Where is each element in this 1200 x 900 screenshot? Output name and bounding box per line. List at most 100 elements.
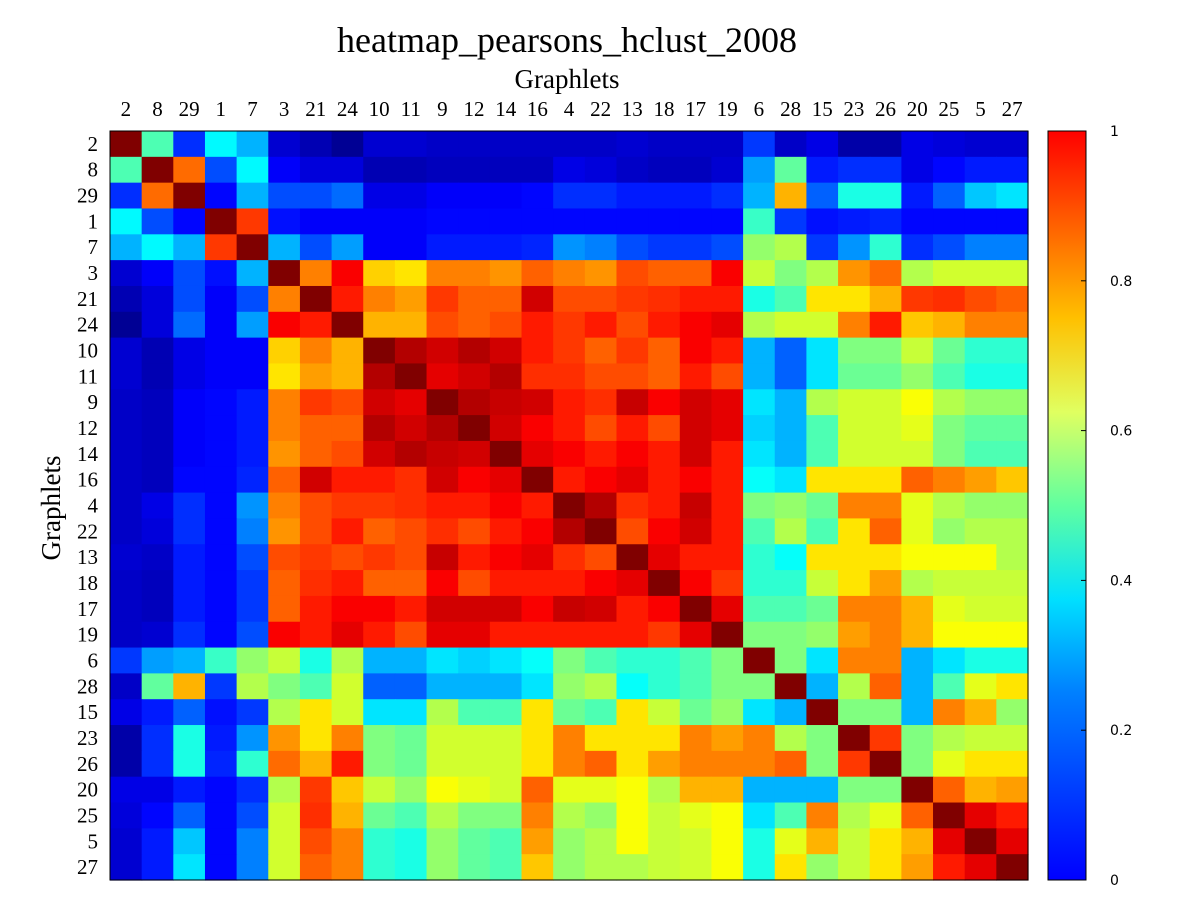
heatmap-cell bbox=[458, 492, 491, 520]
heatmap-cell bbox=[521, 544, 554, 571]
heatmap-cell bbox=[869, 234, 902, 261]
heatmap-cell bbox=[141, 260, 174, 287]
heatmap-cell bbox=[268, 337, 301, 365]
heatmap-cell bbox=[489, 182, 523, 210]
heatmap-cell bbox=[363, 647, 396, 674]
heatmap-cell bbox=[141, 673, 174, 700]
heatmap-cell bbox=[299, 518, 333, 545]
x-tick-label: 19 bbox=[717, 97, 738, 121]
heatmap-cell bbox=[838, 389, 871, 416]
heatmap-cell bbox=[806, 518, 839, 545]
heatmap-cell bbox=[964, 854, 997, 881]
heatmap-cell bbox=[141, 699, 174, 726]
heatmap-cell bbox=[553, 466, 586, 494]
heatmap-cell bbox=[774, 802, 808, 829]
heatmap-cell bbox=[648, 415, 681, 442]
heatmap-cell bbox=[363, 182, 396, 210]
heatmap-cell bbox=[363, 389, 396, 416]
y-tick-label: 26 bbox=[77, 752, 98, 776]
heatmap-cell bbox=[901, 647, 934, 674]
heatmap-cell bbox=[616, 776, 649, 804]
heatmap-cell bbox=[268, 131, 301, 158]
heatmap-cell bbox=[489, 776, 523, 804]
heatmap-cell bbox=[774, 854, 808, 881]
heatmap-cell bbox=[394, 518, 428, 545]
heatmap-cell bbox=[521, 647, 554, 674]
heatmap-cell bbox=[426, 156, 459, 184]
y-tick-label: 16 bbox=[77, 468, 98, 492]
heatmap-cell bbox=[426, 234, 459, 261]
heatmap-cell bbox=[743, 776, 776, 804]
heatmap-cell bbox=[394, 544, 428, 571]
y-tick-label: 18 bbox=[77, 571, 98, 595]
heatmap-cell bbox=[933, 466, 966, 494]
heatmap-cell bbox=[616, 725, 649, 752]
heatmap-cell bbox=[774, 570, 808, 597]
heatmap-cell bbox=[236, 776, 269, 804]
heatmap-cell bbox=[584, 311, 618, 339]
heatmap-cell bbox=[268, 776, 301, 804]
heatmap-cell bbox=[141, 492, 174, 520]
heatmap-cell bbox=[331, 234, 364, 261]
heatmap-cell bbox=[553, 285, 586, 313]
heatmap-cell bbox=[331, 156, 364, 184]
heatmap-cell bbox=[806, 725, 839, 752]
heatmap-cell bbox=[394, 260, 428, 287]
heatmap-cell bbox=[426, 725, 459, 752]
heatmap-cell bbox=[933, 156, 966, 184]
heatmap-cell bbox=[679, 595, 713, 623]
heatmap-cell bbox=[110, 311, 143, 339]
heatmap-cell bbox=[806, 260, 839, 287]
heatmap-cell bbox=[268, 156, 301, 184]
heatmap-cell bbox=[806, 156, 839, 184]
heatmap-cell bbox=[711, 208, 744, 235]
heatmap-cell bbox=[204, 673, 238, 700]
heatmap-cell bbox=[933, 854, 966, 881]
heatmap-cell bbox=[616, 621, 649, 649]
x-tick-label: 22 bbox=[590, 97, 611, 121]
heatmap-cell bbox=[933, 208, 966, 235]
heatmap-cell bbox=[110, 337, 143, 365]
heatmap-cell bbox=[901, 440, 934, 468]
heatmap-cell bbox=[933, 492, 966, 520]
heatmap-cell bbox=[299, 234, 333, 261]
heatmap-cell bbox=[268, 647, 301, 674]
heatmap-cell bbox=[458, 570, 491, 597]
heatmap-cell bbox=[648, 389, 681, 416]
heatmap-cell bbox=[838, 673, 871, 700]
heatmap-cell bbox=[616, 673, 649, 700]
heatmap-cell bbox=[553, 182, 586, 210]
heatmap-cell bbox=[489, 311, 523, 339]
heatmap-cell bbox=[869, 828, 902, 855]
heatmap-cell bbox=[268, 260, 301, 287]
heatmap-cell bbox=[394, 595, 428, 623]
heatmap-cell bbox=[299, 182, 333, 210]
heatmap-cell bbox=[426, 131, 459, 158]
heatmap-cell bbox=[394, 725, 428, 752]
heatmap-cell bbox=[964, 647, 997, 674]
heatmap-cell bbox=[616, 131, 649, 158]
heatmap-cell bbox=[553, 725, 586, 752]
heatmap-cell bbox=[268, 621, 301, 649]
heatmap-cell bbox=[838, 260, 871, 287]
heatmap-cell bbox=[331, 466, 364, 494]
heatmap-cell bbox=[110, 492, 143, 520]
heatmap-cell bbox=[743, 415, 776, 442]
heatmap-cell bbox=[584, 415, 618, 442]
heatmap-cell bbox=[711, 440, 744, 468]
heatmap-cell bbox=[648, 544, 681, 571]
heatmap-cell bbox=[933, 750, 966, 778]
y-tick-label: 20 bbox=[77, 778, 98, 802]
heatmap-cell bbox=[679, 131, 713, 158]
x-tick-label: 6 bbox=[754, 97, 765, 121]
heatmap-cell bbox=[648, 570, 681, 597]
y-tick-label: 1 bbox=[88, 209, 99, 233]
chart-title: heatmap_pearsons_hclust_2008 bbox=[337, 20, 797, 60]
heatmap-cell bbox=[901, 725, 934, 752]
heatmap-cell bbox=[173, 699, 206, 726]
heatmap-cell bbox=[964, 595, 997, 623]
heatmap-cell bbox=[489, 492, 523, 520]
heatmap-cell bbox=[584, 518, 618, 545]
heatmap-cell bbox=[489, 234, 523, 261]
heatmap-cell bbox=[806, 544, 839, 571]
